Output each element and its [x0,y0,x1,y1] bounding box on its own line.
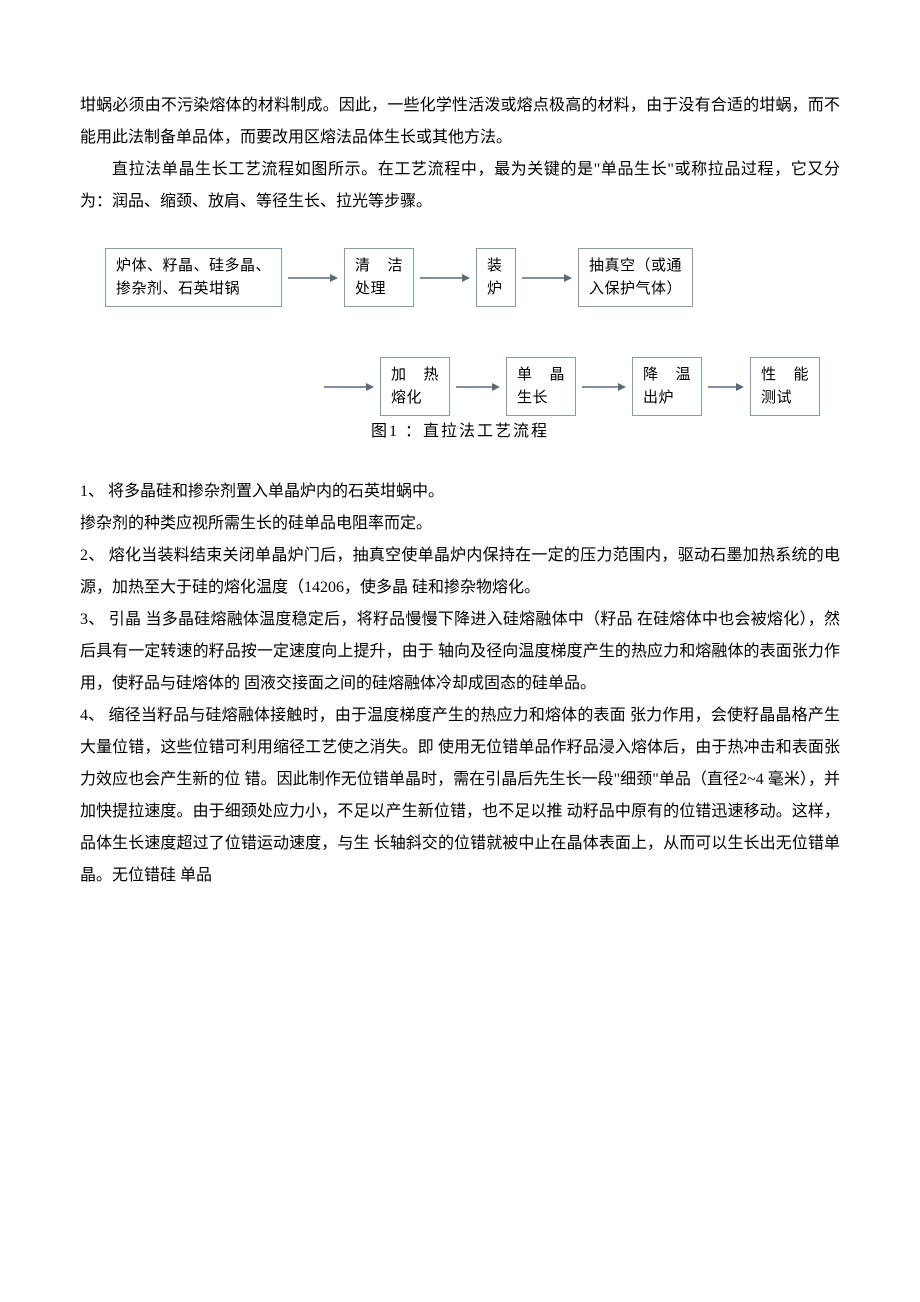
list-item-1: 1、 将多晶硅和掺杂剂置入单晶炉内的石英坩蜗中。 [80,476,840,508]
list-item-4: 4、 缩径当籽品与硅熔融体接触时，由于温度梯度产生的热应力和熔体的表面 张力作用… [80,700,840,892]
flow-node-cool: 降 温 出炉 [632,357,702,416]
flow-node-grow: 单 晶 生长 [506,357,576,416]
list-item-2: 2、 熔化当装料结束关闭单晶炉门后，抽真空使单晶炉内保持在一定的压力范围内，驱动… [80,540,840,604]
arrow-icon [420,272,470,284]
arrow-icon [582,381,626,393]
list-item-1b: 掺杂剂的种类应视所需生长的硅单品电阻率而定。 [80,508,840,540]
flow-node-materials: 炉体、籽晶、硅多晶、 掺杂剂、石英坩锅 [105,248,282,307]
intro-paragraph-2: 直拉法单晶生长工艺流程如图所示。在工艺流程中，最为关键的是"单品生长"或称拉品过… [80,154,840,218]
flowchart-caption: 图1 ：直拉法工艺流程 [80,416,840,448]
numbered-list: 1、 将多晶硅和掺杂剂置入单晶炉内的石英坩蜗中。 掺杂剂的种类应视所需生长的硅单… [80,476,840,892]
flow-node-heat: 加 热 熔化 [380,357,450,416]
intro-paragraph-1: 坩蜗必须由不污染熔体的材料制成。因此，一些化学性活泼或熔点极高的材料，由于没有合… [80,90,840,154]
arrow-icon [456,381,500,393]
arrow-icon [288,272,338,284]
list-item-3: 3、 引晶 当多晶硅熔融体温度稳定后，将籽品慢慢下降进入硅熔融体中（籽品 在硅熔… [80,604,840,700]
flow-row-1: 炉体、籽晶、硅多晶、 掺杂剂、石英坩锅 清 洁 处理 装 炉 抽真空（或通 入保… [80,248,840,307]
flow-node-test: 性 能 测试 [750,357,820,416]
flowchart: 炉体、籽晶、硅多晶、 掺杂剂、石英坩锅 清 洁 处理 装 炉 抽真空（或通 入保… [80,248,840,448]
flow-node-clean: 清 洁 处理 [344,248,414,307]
flow-node-load: 装 炉 [476,248,516,307]
arrow-icon [708,381,744,393]
arrow-icon [522,272,572,284]
flow-row-2: 加 热 熔化 单 晶 生长 降 温 出炉 性 能 测试 [80,357,840,416]
flow-node-vacuum: 抽真空（或通 入保护气体） [578,248,693,307]
arrow-icon [324,381,374,393]
